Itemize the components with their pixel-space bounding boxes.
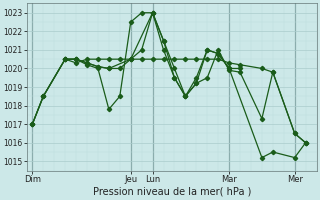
X-axis label: Pression niveau de la mer( hPa ): Pression niveau de la mer( hPa ) bbox=[92, 187, 251, 197]
